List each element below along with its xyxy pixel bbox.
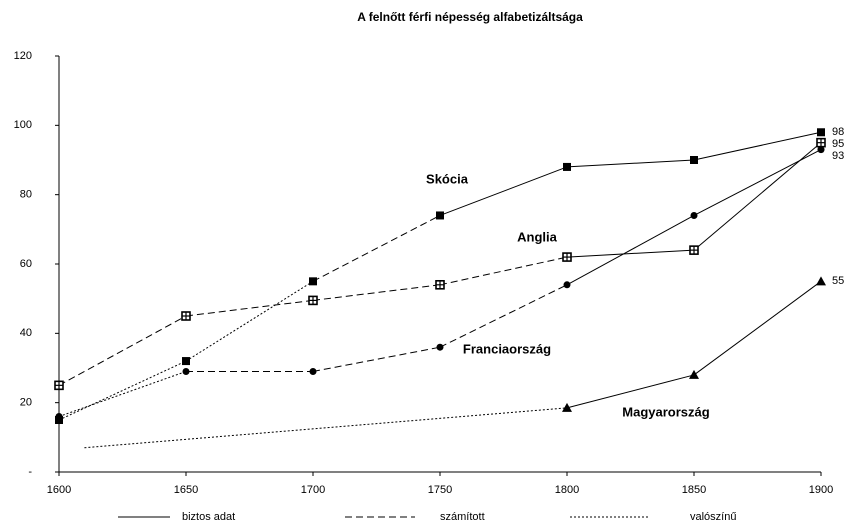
marker-triangle	[816, 276, 826, 286]
line-segment	[693, 131, 822, 161]
y-tick-label: 120	[14, 50, 32, 62]
marker-crossed-square	[308, 295, 318, 306]
marker-circle	[182, 367, 190, 375]
marker-circle	[309, 367, 317, 375]
line-segment	[312, 284, 441, 301]
line-segment	[84, 407, 568, 449]
x-tick-label: 1600	[47, 484, 71, 496]
x-tick-label: 1850	[682, 484, 706, 496]
y-tick-label: -	[28, 466, 32, 478]
line-segment	[439, 256, 568, 286]
legend-label: valószínű	[690, 511, 736, 523]
marker-circle	[563, 281, 571, 289]
line-segment	[566, 249, 695, 258]
chart-title: A felnőtt férfi népesség alfabetizáltság…	[357, 10, 583, 24]
y-tick-label: 80	[20, 189, 32, 201]
series-label: Franciaország	[463, 341, 551, 356]
y-tick-label: 100	[14, 119, 32, 131]
marker-crossed-square	[54, 380, 64, 391]
marker-crossed-square	[181, 311, 191, 321]
value-label: 95	[832, 138, 844, 150]
line-segment	[693, 149, 822, 216]
value-label: 93	[832, 150, 844, 162]
marker-triangle	[689, 369, 699, 379]
marker-crossed-square	[562, 252, 572, 262]
marker-square	[690, 156, 698, 164]
marker-square	[309, 277, 317, 286]
marker-square	[182, 357, 190, 366]
line-segment	[693, 142, 822, 251]
value-label: 98	[832, 126, 844, 138]
x-tick-label: 1900	[809, 484, 833, 496]
marker-circle	[436, 343, 444, 351]
marker-circle	[55, 413, 63, 421]
marker-crossed-square	[689, 245, 699, 255]
series-label: Magyarország	[622, 404, 709, 419]
marker-triangle	[562, 402, 572, 412]
marker-crossed-square	[435, 279, 445, 290]
y-tick-label: 60	[20, 258, 32, 270]
line-segment	[693, 280, 822, 376]
marker-square	[817, 128, 825, 137]
marker-square	[436, 211, 444, 220]
series-label: Skócia	[426, 171, 469, 186]
legend-label: biztos adat	[182, 511, 235, 523]
value-label: 55	[832, 275, 844, 287]
line-segment	[439, 166, 568, 216]
series-label: Anglia	[517, 229, 557, 244]
line-segment	[185, 280, 314, 362]
x-tick-label: 1750	[428, 484, 452, 496]
line-segment	[185, 299, 314, 317]
marker-circle	[817, 146, 825, 154]
line-segment	[312, 346, 441, 372]
marker-circle	[690, 211, 698, 219]
legend-label: számított	[440, 511, 485, 523]
marker-crossed-square	[816, 137, 826, 148]
line-segment	[58, 315, 187, 386]
marker-square	[563, 162, 571, 171]
line-segment	[566, 374, 695, 409]
line-segment	[566, 215, 695, 286]
line-segment	[566, 159, 695, 168]
line-segment	[312, 215, 441, 282]
line-segment	[58, 370, 187, 418]
x-tick-label: 1800	[555, 484, 579, 496]
y-tick-label: 40	[20, 327, 32, 339]
x-tick-label: 1650	[174, 484, 198, 496]
x-tick-label: 1700	[301, 484, 325, 496]
y-tick-label: 20	[20, 397, 32, 409]
line-segment	[439, 284, 568, 348]
line-segment	[58, 360, 187, 421]
